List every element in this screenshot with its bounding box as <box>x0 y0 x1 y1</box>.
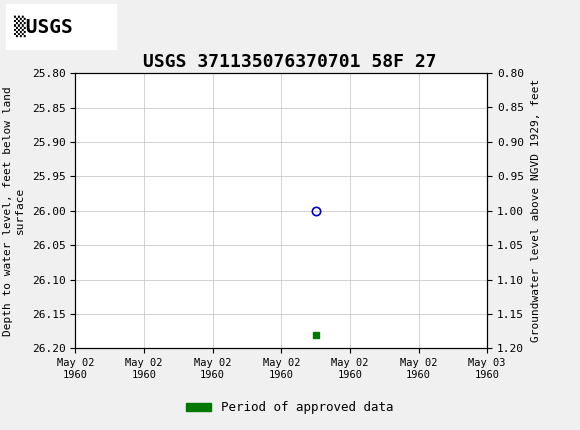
Text: USGS 371135076370701 58F 27: USGS 371135076370701 58F 27 <box>143 53 437 71</box>
Y-axis label: Depth to water level, feet below land
surface: Depth to water level, feet below land su… <box>3 86 25 335</box>
Y-axis label: Groundwater level above NGVD 1929, feet: Groundwater level above NGVD 1929, feet <box>531 79 541 342</box>
FancyBboxPatch shape <box>6 3 116 49</box>
Text: ▒USGS: ▒USGS <box>14 15 73 37</box>
Legend: Period of approved data: Period of approved data <box>181 396 399 419</box>
